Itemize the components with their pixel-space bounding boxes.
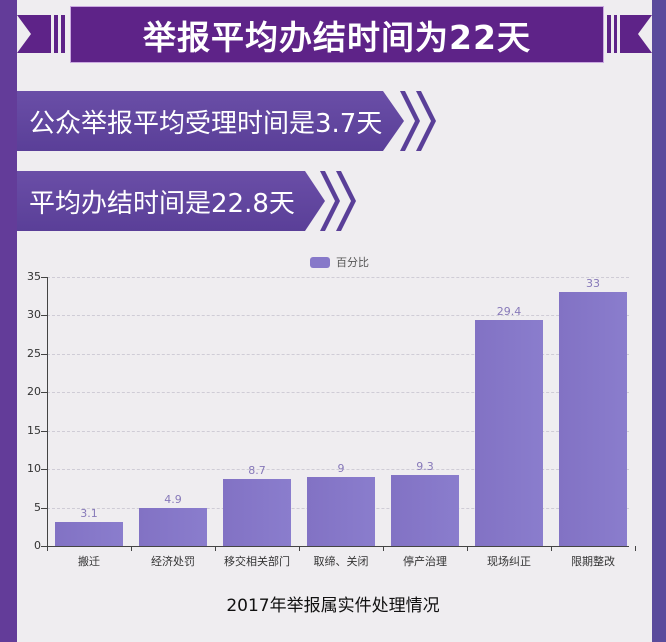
page-title: 举报平均办结时间为22天 (143, 17, 531, 57)
gridline (47, 469, 629, 471)
ribbon-tail-left (17, 15, 51, 53)
title-banner: 举报平均办结时间为22天 (70, 6, 604, 63)
y-tick-label: 15 (27, 423, 41, 437)
ribbon-tail-right (620, 15, 652, 53)
x-category-label: 取缔、关闭 (313, 555, 369, 568)
chart-legend[interactable]: 百分比 (310, 254, 369, 270)
y-tick-label: 20 (27, 385, 41, 399)
y-tick (41, 507, 47, 509)
x-tick (215, 546, 216, 551)
bar-chart-plot: 0 5 10 15 20 25 30 35 3.1 搬迁 4.9 经济处罚 8.7 移交相关部门 9 取缔、关… (27, 270, 636, 568)
x-category-label: 限期整改 (571, 555, 615, 568)
bar-value-label: 9 (337, 461, 345, 475)
y-tick (41, 315, 47, 317)
chart-title: 2017年举报属实件处理情况 (226, 596, 440, 616)
bar[interactable] (307, 476, 375, 546)
x-category-label: 现场纠正 (487, 555, 531, 568)
bar-value-label: 29.4 (496, 305, 522, 319)
bar[interactable] (475, 320, 543, 546)
x-category-label: 停产治理 (403, 555, 447, 568)
x-tick (131, 546, 132, 551)
y-tick-label: 30 (27, 308, 41, 322)
x-tick (635, 546, 636, 551)
y-tick (41, 546, 47, 547)
left-frame-border (0, 0, 17, 642)
y-tick-label: 25 (27, 346, 41, 360)
y-tick-label: 5 (34, 500, 41, 514)
x-tick (383, 546, 384, 551)
y-tick (41, 353, 47, 355)
bar[interactable] (559, 292, 627, 546)
x-category-label: 移交相关部门 (224, 555, 290, 568)
bar[interactable] (391, 474, 459, 546)
legend-swatch (310, 256, 330, 268)
ribbon-stripe (54, 15, 58, 53)
info-text: 公众举报平均受理时间是3.7天 (29, 108, 383, 139)
y-tick (41, 277, 47, 278)
bar-value-label: 4.9 (164, 493, 182, 507)
ribbon-stripe (614, 15, 617, 53)
y-tick-label: 0 (34, 539, 41, 552)
info-banner-completion: 平均办结时间是22.8天 (17, 171, 325, 231)
y-tick-label: 35 (27, 270, 41, 283)
y-tick (41, 430, 47, 432)
ribbon-stripe (61, 15, 65, 53)
y-tick-label: 10 (27, 462, 41, 476)
gridline (47, 315, 629, 317)
bar-value-label: 9.3 (416, 459, 434, 473)
bar-value-label: 8.7 (248, 464, 266, 478)
bar[interactable] (223, 479, 291, 546)
right-frame-border (652, 0, 666, 642)
x-tick (47, 546, 48, 551)
y-tick (41, 469, 47, 471)
x-category-label: 经济处罚 (151, 555, 195, 568)
x-axis (47, 546, 629, 547)
bar[interactable] (55, 522, 123, 546)
info-text: 平均办结时间是22.8天 (29, 188, 295, 219)
x-category-label: 搬迁 (78, 555, 100, 568)
legend-label: 百分比 (336, 256, 369, 269)
info-banner-acceptance: 公众举报平均受理时间是3.7天 (17, 91, 404, 151)
ribbon-stripe (607, 15, 611, 53)
bar-value-label: 3.1 (80, 507, 98, 521)
y-tick (41, 392, 47, 394)
y-axis (47, 277, 48, 546)
bar[interactable] (139, 508, 207, 546)
gridline (47, 353, 629, 355)
bar-value-label: 33 (586, 277, 600, 291)
x-tick (467, 546, 468, 551)
x-tick (551, 546, 552, 551)
gridline (47, 277, 629, 278)
gridline (47, 392, 629, 394)
x-tick (299, 546, 300, 551)
gridline (47, 430, 629, 432)
